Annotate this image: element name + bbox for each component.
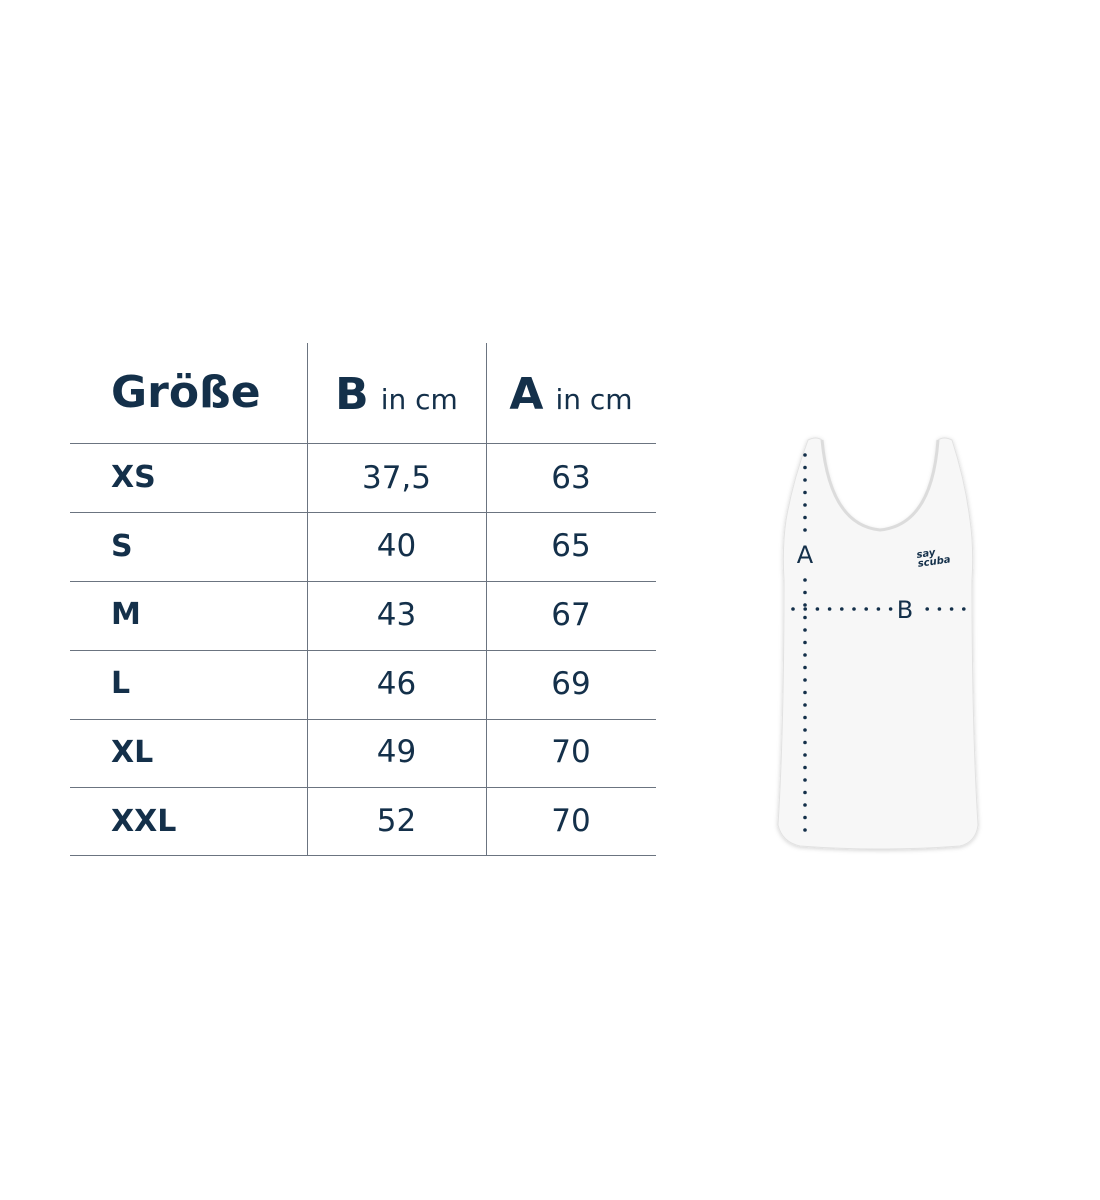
b-value-cell: 46 <box>376 665 417 702</box>
svg-text:say: say <box>916 547 937 561</box>
label-a: A <box>797 541 814 569</box>
row-divider <box>70 512 656 513</box>
dot <box>840 607 844 611</box>
b-value-cell: 40 <box>376 528 417 565</box>
dot <box>791 607 795 611</box>
dot <box>803 465 807 470</box>
dot <box>803 640 807 645</box>
header-size: Größe <box>111 367 261 418</box>
header-a: A in cm <box>486 369 656 420</box>
dot <box>803 528 807 532</box>
row-divider <box>70 443 656 444</box>
row-divider <box>70 650 656 651</box>
dot <box>803 728 807 732</box>
dot <box>803 607 807 611</box>
dot <box>864 607 868 611</box>
label-b: B <box>897 596 913 624</box>
dot <box>803 790 807 795</box>
dot <box>876 607 881 611</box>
dot <box>803 490 807 495</box>
dot <box>803 803 807 807</box>
dot <box>803 753 807 757</box>
dot <box>937 607 942 611</box>
dot <box>803 503 807 507</box>
dot <box>803 478 807 482</box>
header-a-letter: A <box>509 369 544 420</box>
size-cell: XXL <box>111 803 177 839</box>
size-table: Größe B in cm A in cm XS 37,5 63 S 40 65 M 43 67… <box>70 343 656 856</box>
dot <box>803 453 807 457</box>
dot <box>803 815 807 820</box>
a-value-cell: 63 <box>551 459 591 496</box>
dot <box>803 703 807 707</box>
dot <box>925 607 929 611</box>
dot <box>815 607 820 611</box>
size-cell: L <box>111 666 131 702</box>
row-divider <box>70 719 656 720</box>
dot <box>803 615 807 620</box>
row-divider <box>70 855 656 856</box>
header-b: B in cm <box>307 369 486 420</box>
dot <box>803 740 807 745</box>
b-value-cell: 52 <box>376 803 417 839</box>
dot <box>949 607 954 611</box>
svg-text:scuba: scuba <box>917 554 951 570</box>
dot <box>888 607 893 611</box>
dot <box>803 515 807 520</box>
dot <box>803 678 807 682</box>
a-value-cell: 65 <box>551 528 591 565</box>
size-cell: XS <box>111 460 156 495</box>
dot <box>803 590 807 595</box>
a-value-cell: 70 <box>551 803 591 839</box>
a-value-cell: 67 <box>551 596 591 633</box>
measure-line-b <box>791 607 966 611</box>
say-scuba-logo: say scuba <box>916 547 952 570</box>
measure-line-a <box>803 453 807 832</box>
tank-top-diagram: A B say scuba <box>777 437 979 850</box>
a-value-cell: 69 <box>551 665 591 702</box>
dot <box>803 653 807 657</box>
dot <box>803 778 807 782</box>
header-b-letter: B <box>335 369 369 420</box>
dot <box>803 715 807 720</box>
dot <box>852 607 856 611</box>
row-divider <box>70 581 656 582</box>
dot <box>803 665 807 670</box>
dot <box>803 628 807 632</box>
column-divider <box>307 343 308 856</box>
dot <box>962 607 966 611</box>
size-cell: M <box>111 597 141 633</box>
dot <box>803 828 807 832</box>
dot <box>803 578 807 582</box>
header-b-unit: in cm <box>380 383 458 416</box>
row-divider <box>70 787 656 788</box>
dot <box>803 603 807 607</box>
a-value-cell: 70 <box>551 734 591 771</box>
b-value-cell: 37,5 <box>361 459 432 496</box>
b-value-cell: 49 <box>376 734 417 771</box>
dot <box>827 607 832 611</box>
size-cell: XL <box>111 734 154 770</box>
header-a-unit: in cm <box>555 383 633 416</box>
column-divider <box>486 343 487 856</box>
size-cell: S <box>111 528 133 564</box>
dot <box>803 765 807 770</box>
tank-top-shape <box>777 437 979 850</box>
b-value-cell: 43 <box>376 596 417 633</box>
dot <box>803 690 807 695</box>
